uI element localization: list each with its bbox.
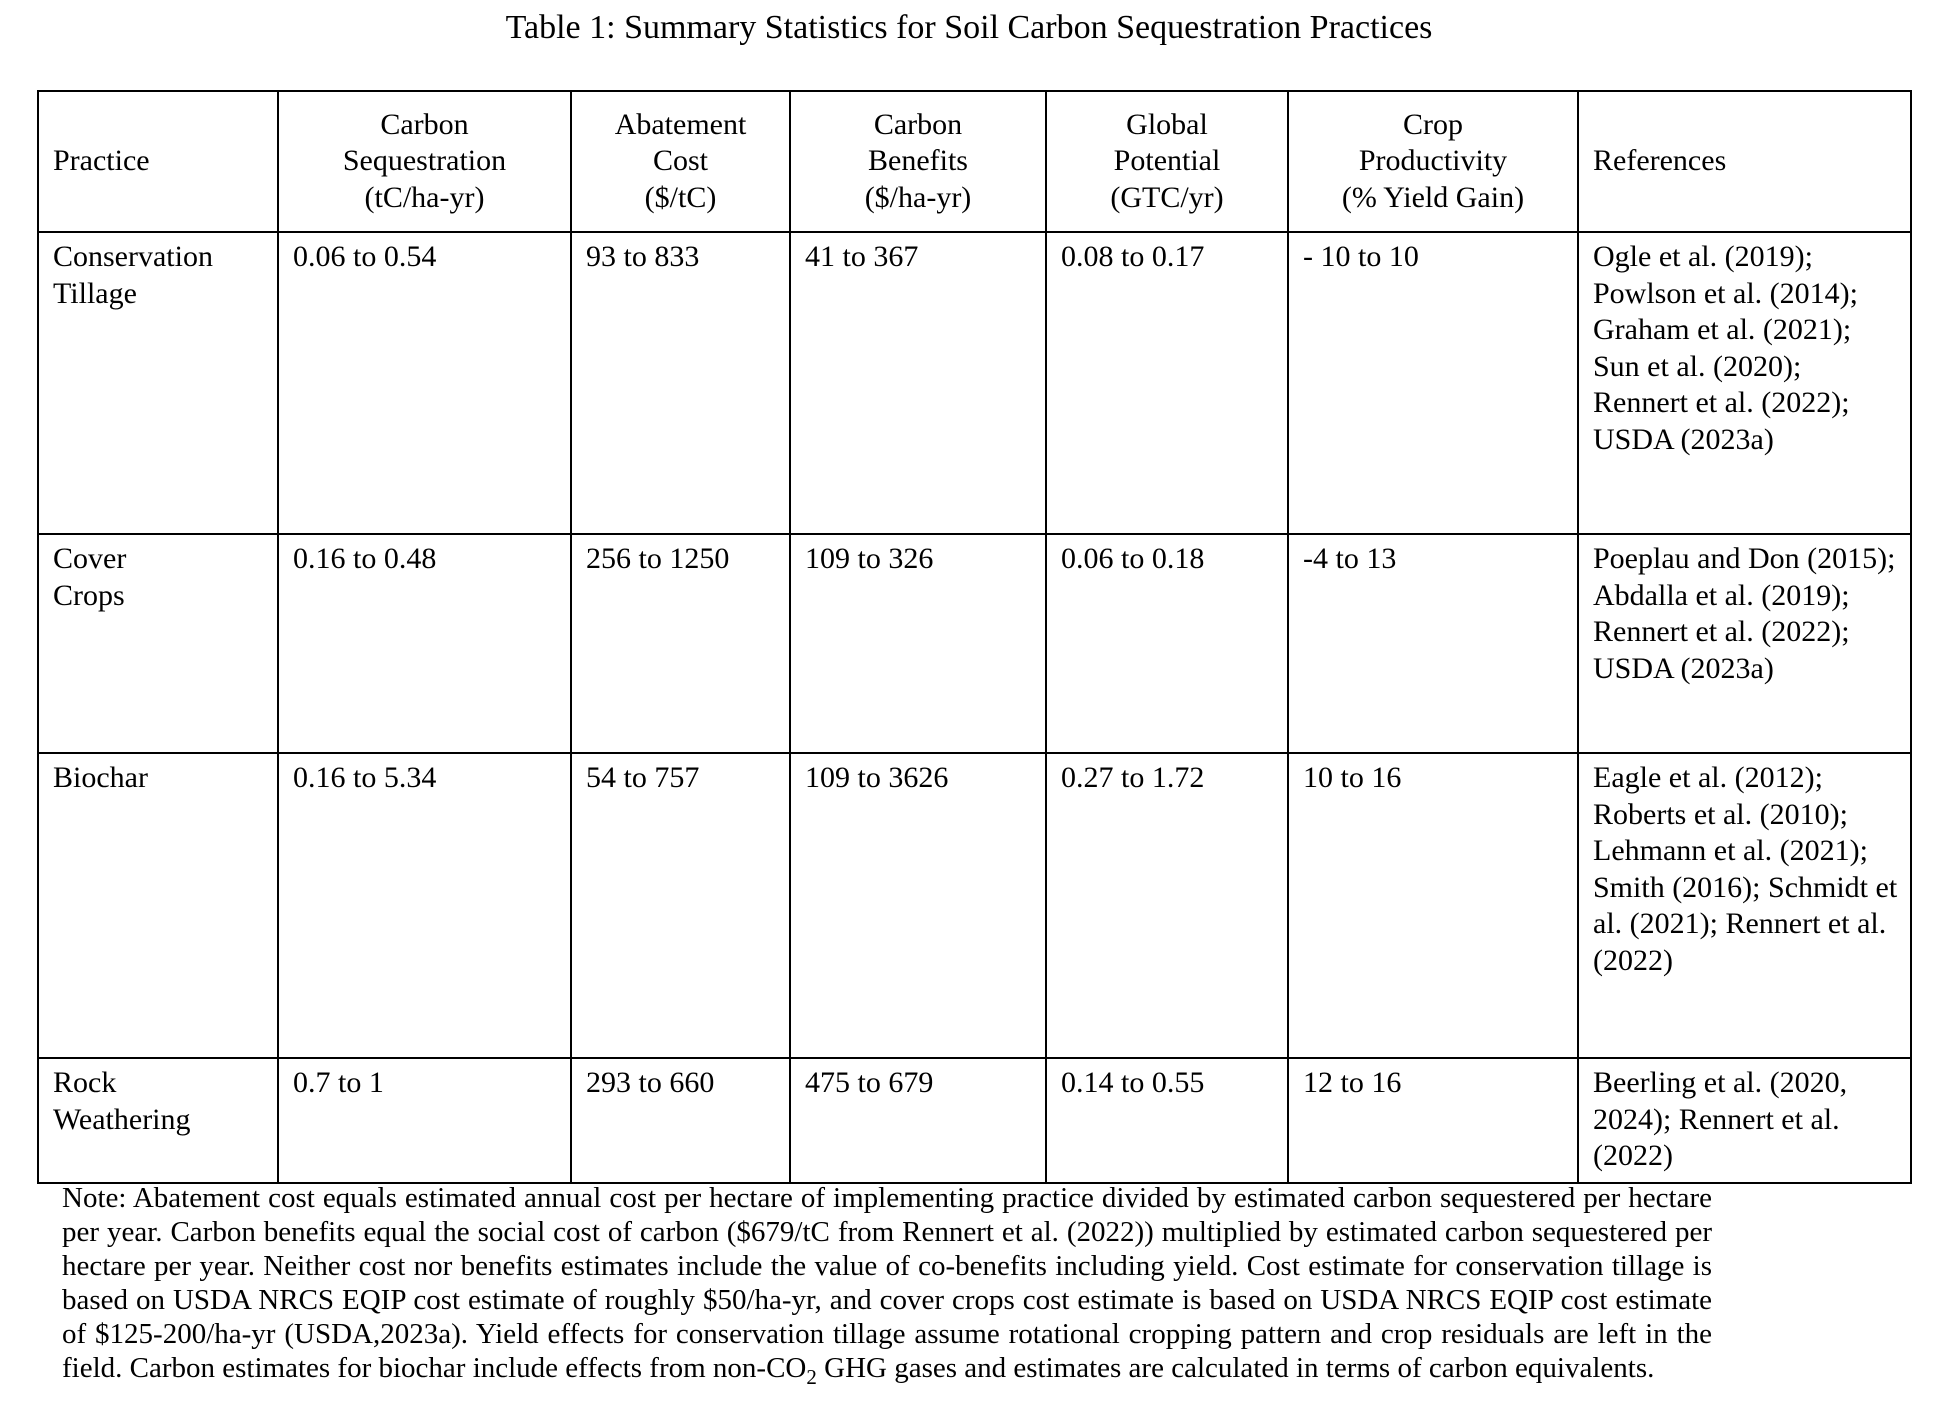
summary-statistics-table: Practice Carbon Sequestration (tC/ha-yr)… bbox=[37, 90, 1912, 1184]
abatement-cost-cell: 54 to 757 bbox=[570, 752, 791, 1059]
global-potential-cell: 0.14 to 0.55 bbox=[1045, 1057, 1289, 1184]
practice-cell: Rock Weathering bbox=[37, 1057, 279, 1184]
table-caption: Table 1: Summary Statistics for Soil Car… bbox=[505, 9, 1433, 46]
abatement-cost-cell: 256 to 1250 bbox=[570, 533, 791, 754]
global-potential-cell: 0.06 to 0.18 bbox=[1045, 533, 1289, 754]
table-row-conservation-tillage: Conservation Tillage 0.06 to 0.54 93 to … bbox=[37, 231, 1912, 535]
column-header-crop-productivity: Crop Productivity (% Yield Gain) bbox=[1287, 90, 1579, 233]
carbon-sequestration-cell: 0.16 to 0.48 bbox=[277, 533, 572, 754]
practice-cell: Conservation Tillage bbox=[37, 231, 279, 535]
crop-productivity-cell: 10 to 16 bbox=[1287, 752, 1579, 1059]
crop-productivity-cell: 12 to 16 bbox=[1287, 1057, 1579, 1184]
table-row-biochar: Biochar 0.16 to 5.34 54 to 757 109 to 36… bbox=[37, 752, 1912, 1059]
table-row-cover-crops: Cover Crops 0.16 to 0.48 256 to 1250 109… bbox=[37, 533, 1912, 754]
carbon-sequestration-cell: 0.7 to 1 bbox=[277, 1057, 572, 1184]
carbon-sequestration-cell: 0.06 to 0.54 bbox=[277, 231, 572, 535]
column-header-practice: Practice bbox=[37, 90, 279, 233]
references-cell: Ogle et al. (2019); Powlson et al. (2014… bbox=[1577, 231, 1912, 535]
abatement-cost-cell: 293 to 660 bbox=[570, 1057, 791, 1184]
carbon-benefits-cell: 475 to 679 bbox=[789, 1057, 1047, 1184]
column-header-carbon-benefits: Carbon Benefits ($/ha-yr) bbox=[789, 90, 1047, 233]
global-potential-cell: 0.27 to 1.72 bbox=[1045, 752, 1289, 1059]
column-header-carbon-sequestration: Carbon Sequestration (tC/ha-yr) bbox=[277, 90, 572, 233]
carbon-sequestration-cell: 0.16 to 5.34 bbox=[277, 752, 572, 1059]
crop-productivity-cell: - 10 to 10 bbox=[1287, 231, 1579, 535]
carbon-benefits-cell: 109 to 326 bbox=[789, 533, 1047, 754]
references-cell: Poeplau and Don (2015); Abdalla et al. (… bbox=[1577, 533, 1912, 754]
global-potential-cell: 0.08 to 0.17 bbox=[1045, 231, 1289, 535]
table-note: Note: Abatement cost equals estimated an… bbox=[62, 1181, 1712, 1387]
header-row: Practice Carbon Sequestration (tC/ha-yr)… bbox=[37, 90, 1912, 233]
crop-productivity-cell: -4 to 13 bbox=[1287, 533, 1579, 754]
note-text-before-subscript: Note: Abatement cost equals estimated an… bbox=[62, 1182, 1712, 1384]
references-cell: Beerling et al. (2020, 2024); Rennert et… bbox=[1577, 1057, 1912, 1184]
carbon-benefits-cell: 109 to 3626 bbox=[789, 752, 1047, 1059]
note-co2-subscript: 2 bbox=[806, 1364, 817, 1389]
practice-cell: Biochar bbox=[37, 752, 279, 1059]
practice-cell: Cover Crops bbox=[37, 533, 279, 754]
table-row-rock-weathering: Rock Weathering 0.7 to 1 293 to 660 475 … bbox=[37, 1057, 1912, 1184]
note-text-after-subscript: GHG gases and estimates are calculated i… bbox=[816, 1352, 1655, 1384]
references-cell: Eagle et al. (2012); Roberts et al. (201… bbox=[1577, 752, 1912, 1059]
column-header-references: References bbox=[1577, 90, 1912, 233]
carbon-benefits-cell: 41 to 367 bbox=[789, 231, 1047, 535]
column-header-global-potential: Global Potential (GTC/yr) bbox=[1045, 90, 1289, 233]
column-header-abatement-cost: Abatement Cost ($/tC) bbox=[570, 90, 791, 233]
abatement-cost-cell: 93 to 833 bbox=[570, 231, 791, 535]
